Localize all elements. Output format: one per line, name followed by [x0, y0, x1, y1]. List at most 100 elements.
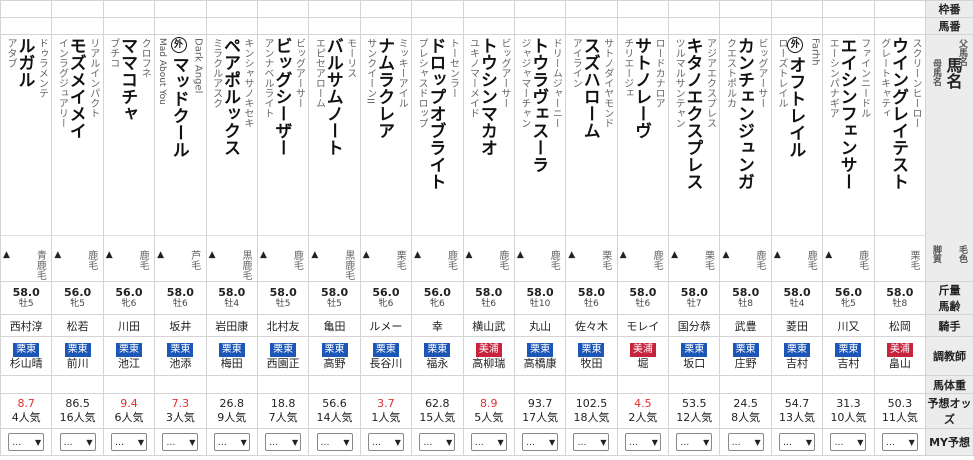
- trainer-name[interactable]: 牧田: [580, 356, 603, 370]
- trainer-name[interactable]: 高野: [323, 356, 346, 370]
- jockey-link[interactable]: 菱田: [786, 319, 809, 333]
- my-prediction-select[interactable]: … ▼: [470, 433, 507, 451]
- my-prediction-select[interactable]: … ▼: [110, 433, 147, 451]
- horse-name-link[interactable]: サトノレーヴ: [629, 37, 654, 139]
- horse-name-link[interactable]: ペアポルックス: [218, 37, 243, 156]
- kinryou-value: 58.0: [320, 286, 349, 299]
- r-trainer-cell: 美浦 高柳瑞: [462, 336, 515, 376]
- horse-name-link[interactable]: バルサムノート: [321, 37, 346, 156]
- my-prediction-select[interactable]: … ▼: [676, 433, 713, 451]
- jockey-link[interactable]: 亀田: [323, 319, 346, 333]
- trainer-name[interactable]: 福永: [426, 356, 449, 370]
- r-weight-cell: [154, 375, 207, 394]
- my-prediction-select[interactable]: … ▼: [573, 433, 610, 451]
- jockey-link[interactable]: 丸山: [529, 319, 552, 333]
- hair-color: 芦毛: [188, 250, 200, 270]
- trainer-name[interactable]: 畠山: [888, 356, 911, 370]
- my-prediction-select[interactable]: … ▼: [8, 433, 45, 451]
- my-prediction-select[interactable]: … ▼: [830, 433, 867, 451]
- r-weight-cell: [359, 375, 413, 394]
- my-prediction-select[interactable]: … ▼: [367, 433, 404, 451]
- my-prediction-select[interactable]: … ▼: [779, 433, 816, 451]
- region-badge: 美浦: [886, 342, 913, 357]
- horse-name-link[interactable]: キタノエクスプレス: [680, 37, 705, 190]
- trainer-name[interactable]: 西園正: [266, 356, 300, 370]
- jockey-link[interactable]: 横山武: [472, 319, 506, 333]
- horse-name-link[interactable]: カンチェンジュンガ: [732, 37, 757, 190]
- trainer-name[interactable]: 梅田: [220, 356, 243, 370]
- r-weight-cell: [205, 375, 258, 394]
- horse-name-link[interactable]: モズメイメイ: [64, 37, 89, 139]
- trainer-name[interactable]: 吉村: [837, 356, 860, 370]
- hair-box: ▲ 鹿毛: [618, 235, 668, 281]
- r-odds-cell: 8.7 4人気: [0, 393, 53, 429]
- trainer-name[interactable]: 吉村: [786, 356, 809, 370]
- jockey-link[interactable]: 松若: [66, 319, 89, 333]
- jockey-link[interactable]: 幸: [431, 319, 443, 333]
- horse-name-link[interactable]: 外マッドクール: [167, 37, 192, 158]
- r-my-cell: … ▼: [51, 428, 104, 456]
- jockey-link[interactable]: 武豊: [734, 319, 757, 333]
- my-prediction-select[interactable]: … ▼: [59, 433, 96, 451]
- jockey-link[interactable]: 佐々木: [574, 319, 608, 333]
- my-prediction-select[interactable]: … ▼: [162, 433, 199, 451]
- my-prediction-select[interactable]: … ▼: [419, 433, 456, 451]
- jockey-link[interactable]: 松岡: [888, 319, 911, 333]
- horse-name-link[interactable]: ルガル: [12, 37, 37, 88]
- r-trainer-cell: 栗東 西園正: [256, 336, 310, 376]
- jockey-link[interactable]: 川又: [837, 319, 860, 333]
- running-style-mark: ▲: [568, 250, 576, 260]
- my-prediction-select[interactable]: … ▼: [522, 433, 559, 451]
- r-hw-cell: 56.0 牝6: [102, 281, 156, 315]
- trainer-name[interactable]: 前川: [66, 356, 89, 370]
- horse-name-link[interactable]: トウシンマカオ: [475, 37, 500, 156]
- jockey-link[interactable]: 坂井: [169, 319, 192, 333]
- horse-name: キタノエクスプレス: [682, 37, 703, 190]
- trainer-name[interactable]: 高橋康: [523, 356, 557, 370]
- trainer-name[interactable]: 池江: [117, 356, 140, 370]
- horse-name-link[interactable]: ママコチャ: [115, 37, 140, 122]
- r-waku-cell: [616, 0, 670, 18]
- r-odds-cell: 3.7 1人気: [359, 393, 413, 429]
- trainer-name[interactable]: 堀: [637, 356, 649, 370]
- sire-name: ドゥラメンテ: [36, 38, 48, 98]
- jockey-link[interactable]: 国分恭: [677, 319, 711, 333]
- horse-name: カンチェンジュンガ: [733, 37, 754, 190]
- my-prediction-select[interactable]: … ▼: [727, 433, 764, 451]
- r-name-cell: モーリス バルサムノート エピセアローム ▲ 黒鹿毛: [308, 34, 361, 282]
- trainer-name[interactable]: 杉山晴: [9, 356, 43, 370]
- horse-name-link[interactable]: トウラヴェスーラ: [526, 37, 551, 173]
- r-odds-cell: 56.6 14人気: [308, 393, 361, 429]
- horse-name-link[interactable]: ナムラクレア: [372, 37, 397, 139]
- r-jockey-cell: 丸山: [513, 314, 567, 337]
- my-prediction-select[interactable]: … ▼: [624, 433, 661, 451]
- horse-name-link[interactable]: ビッグシーザー: [269, 37, 294, 156]
- r-trainer-cell: 栗東 吉村: [770, 336, 824, 376]
- jockey-link[interactable]: モレイ: [626, 319, 660, 333]
- jockey-link[interactable]: ルメー: [369, 319, 403, 333]
- jockey-link[interactable]: 西村淳: [9, 319, 43, 333]
- trainer-name[interactable]: 長谷川: [369, 356, 403, 370]
- my-prediction-select[interactable]: … ▼: [316, 433, 353, 451]
- trainer-name[interactable]: 坂口: [683, 356, 706, 370]
- horse-name-link[interactable]: ドロップオブライト: [424, 37, 449, 190]
- trainer-name[interactable]: 池添: [169, 356, 192, 370]
- horse-name-link[interactable]: スズハローム: [578, 37, 603, 139]
- trainer-name[interactable]: 高柳瑞: [472, 356, 506, 370]
- dam-name: Mad About You: [157, 38, 168, 105]
- horse-name-link[interactable]: エイシンフェンサー: [835, 37, 860, 190]
- r-jockey-cell: 川田: [102, 314, 156, 337]
- my-prediction-select[interactable]: … ▼: [881, 433, 918, 451]
- my-prediction-select[interactable]: … ▼: [265, 433, 302, 451]
- kinryou-value: 56.0: [423, 286, 451, 299]
- my-prediction-value: …: [731, 438, 741, 448]
- my-prediction-select[interactable]: … ▼: [213, 433, 250, 451]
- predicted-odds: 86.5: [65, 397, 90, 410]
- horse-name-link[interactable]: 外オフトレイル: [783, 37, 808, 158]
- jockey-link[interactable]: 岩田康: [215, 319, 249, 333]
- horse-name-link[interactable]: ウイングレイテスト: [886, 37, 911, 190]
- jockey-link[interactable]: 川田: [117, 319, 140, 333]
- trainer-name[interactable]: 庄野: [734, 356, 757, 370]
- jockey-link[interactable]: 北村友: [266, 319, 300, 333]
- r-jockey-cell: 横山武: [462, 314, 515, 337]
